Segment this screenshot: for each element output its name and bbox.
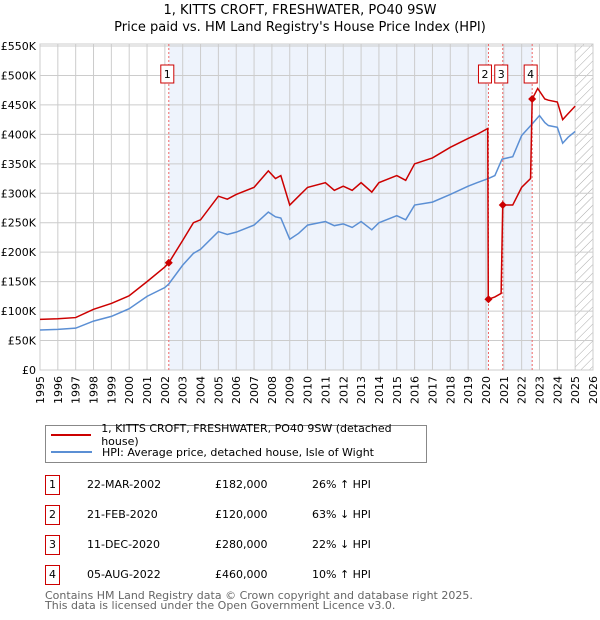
footer-line2: This data is licensed under the Open Gov… <box>45 599 396 612</box>
y-tick-label: £350K <box>1 158 37 171</box>
sale-point <box>164 258 173 267</box>
x-tick-label: 2018 <box>444 376 457 404</box>
sale-date: 22-MAR-2002 <box>87 478 162 491</box>
shaded-ownership-range <box>502 44 533 370</box>
sale-point <box>528 95 537 104</box>
sale-date: 05-AUG-2022 <box>87 568 161 581</box>
sale-price: £182,000 <box>215 478 268 491</box>
sale-date: 11-DEC-2020 <box>87 538 161 551</box>
price-paid-line <box>39 86 576 321</box>
legend-swatch-red <box>51 434 92 436</box>
sale-flag-label: 4 <box>527 68 534 81</box>
sale-marker-label: 1 <box>45 475 60 495</box>
sale-point <box>498 201 507 210</box>
sale-hpi-diff: 26% ↑ HPI <box>312 478 371 491</box>
x-tick-label: 2022 <box>516 376 529 404</box>
legend-item-hpi: HPI: Average price, detached house, Isle… <box>51 444 374 460</box>
x-tick-label: 2015 <box>391 376 404 404</box>
y-tick-label: £300K <box>1 187 37 200</box>
legend: 1, KITTS CROFT, FRESHWATER, PO40 9SW (de… <box>45 422 427 463</box>
x-tick-label: 2003 <box>177 376 190 404</box>
sale-flag-box <box>477 64 492 84</box>
sale-date: 21-FEB-2020 <box>87 508 158 521</box>
legend-item-price: 1, KITTS CROFT, FRESHWATER, PO40 9SW (de… <box>51 422 426 448</box>
sale-flag-label: 2 <box>481 68 488 81</box>
y-tick-label: £200K <box>1 246 37 259</box>
y-tick-label: £550K <box>1 40 37 53</box>
plot-border <box>39 43 594 371</box>
forecast-hatch <box>575 44 593 370</box>
shaded-ownership-range <box>168 44 489 370</box>
x-tick-label: 2004 <box>195 376 208 404</box>
sale-price: £280,000 <box>215 538 268 551</box>
x-tick-label: 2002 <box>159 376 172 404</box>
x-tick-label: 2012 <box>337 376 350 404</box>
sale-marker-label: 2 <box>45 505 60 525</box>
x-tick-label: 2007 <box>248 376 261 404</box>
footer: Contains HM Land Registry data © Crown c… <box>45 589 473 612</box>
x-tick-label: 1998 <box>88 376 101 404</box>
sale-flag-label: 3 <box>498 68 505 81</box>
x-tick-label: 2025 <box>569 376 582 404</box>
sale-marker-label: 3 <box>45 535 60 555</box>
sale-price: £120,000 <box>215 508 268 521</box>
x-tick-label: 2024 <box>551 376 564 404</box>
x-tick-label: 1999 <box>105 376 118 404</box>
y-tick-label: £100K <box>1 305 37 318</box>
x-tick-label: 2023 <box>533 376 546 404</box>
sale-flag-label: 1 <box>164 68 171 81</box>
legend-label: HPI: Average price, detached house, Isle… <box>102 445 374 459</box>
sale-flag-box <box>523 64 538 84</box>
legend-label: 1, KITTS CROFT, FRESHWATER, PO40 9SW (de… <box>101 422 392 448</box>
x-tick-label: 2008 <box>266 376 279 404</box>
sale-hpi-diff: 10% ↑ HPI <box>312 568 371 581</box>
y-tick-label: £0 <box>22 364 36 377</box>
x-tick-label: 2026 <box>587 376 600 404</box>
sale-marker-label: 4 <box>45 565 60 585</box>
y-tick-label: £150K <box>1 276 37 289</box>
x-tick-label: 2006 <box>230 376 243 404</box>
y-tick-label: £50K <box>8 335 37 348</box>
x-tick-label: 2010 <box>302 376 315 404</box>
x-tick-label: 2005 <box>212 376 225 404</box>
x-tick-label: 1995 <box>34 376 47 404</box>
y-tick-label: £250K <box>1 217 37 230</box>
x-tick-label: 2014 <box>373 376 386 404</box>
x-tick-label: 2009 <box>284 376 297 404</box>
y-tick-label: £450K <box>1 99 37 112</box>
x-tick-label: 2001 <box>141 376 154 404</box>
x-tick-label: 2021 <box>498 376 511 404</box>
x-tick-label: 2013 <box>355 376 368 404</box>
x-tick-label: 2017 <box>426 376 439 404</box>
sale-hpi-diff: 22% ↓ HPI <box>312 538 371 551</box>
hpi-line <box>39 114 576 331</box>
sale-price: £460,000 <box>215 568 268 581</box>
sale-point <box>484 295 493 304</box>
sale-hpi-diff: 63% ↓ HPI <box>312 508 371 521</box>
sale-flag-box <box>160 64 175 84</box>
x-tick-label: 2000 <box>123 376 136 404</box>
x-tick-label: 2020 <box>480 376 493 404</box>
x-tick-label: 1996 <box>52 376 65 404</box>
x-tick-label: 2019 <box>462 376 475 404</box>
x-tick-label: 1997 <box>70 376 83 404</box>
sale-flag-box <box>494 64 509 84</box>
legend-swatch-blue <box>51 451 92 453</box>
x-tick-label: 2011 <box>319 376 332 404</box>
x-tick-label: 2016 <box>409 376 422 404</box>
plot-area: 1995 1996 1997 1998 1999 2000 2001 2002 2003 2004… <box>1 40 600 404</box>
chart-subtitle: Price paid vs. HM Land Registry's House … <box>114 20 486 35</box>
footer-line1: Contains HM Land Registry data © Crown c… <box>45 589 473 602</box>
chart-title: 1, KITTS CROFT, FRESHWATER, PO40 9SW <box>163 3 437 18</box>
y-tick-label: £400K <box>1 128 37 141</box>
y-tick-label: £500K <box>1 69 37 82</box>
